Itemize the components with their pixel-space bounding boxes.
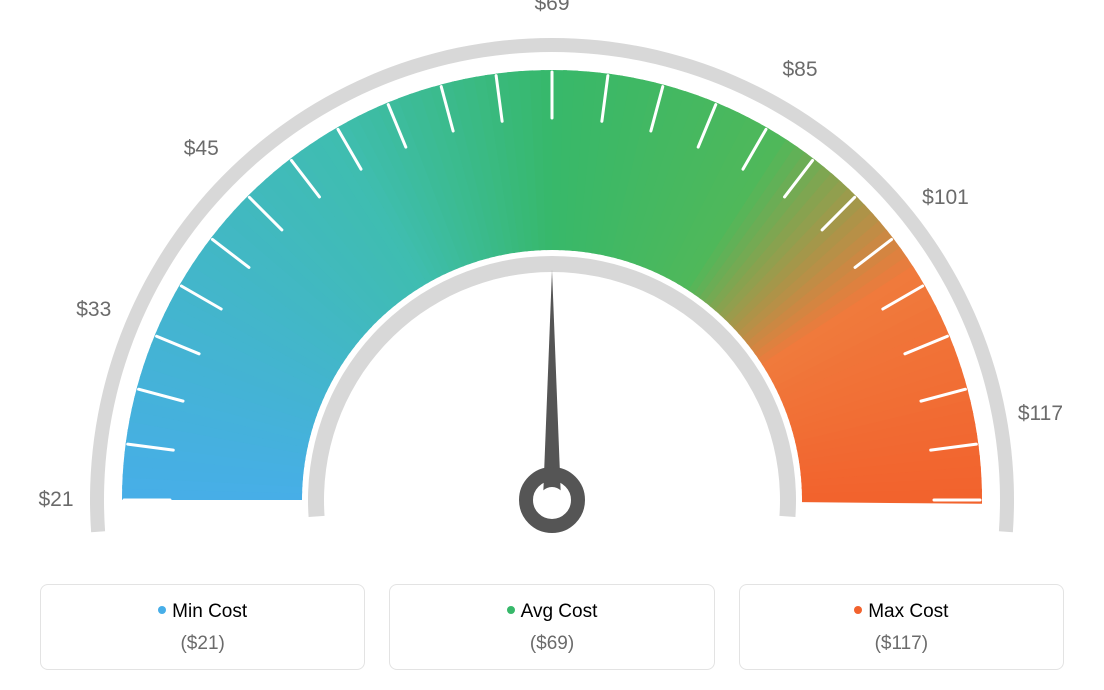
gauge-tick-label: $101 (922, 186, 969, 210)
legend-row: Min Cost ($21) Avg Cost ($69) Max Cost (… (40, 584, 1064, 670)
legend-card-min: Min Cost ($21) (40, 584, 365, 670)
legend-value-min: ($21) (51, 633, 354, 655)
legend-value-max: ($117) (750, 633, 1053, 655)
legend-value-avg: ($69) (400, 633, 703, 655)
gauge-tick-label: $85 (782, 58, 817, 82)
legend-dot-max (854, 606, 862, 614)
gauge-tick-label: $69 (534, 0, 569, 16)
legend-label-avg: Avg Cost (521, 601, 598, 622)
gauge-chart: $21 $33 $45 $69 $85 $101 $117 (0, 0, 1104, 560)
legend-card-max: Max Cost ($117) (739, 584, 1064, 670)
gauge-tick-label: $33 (76, 298, 111, 322)
gauge-tick-label: $21 (38, 488, 73, 512)
gauge-tick-label: $117 (1018, 402, 1063, 426)
legend-dot-min (158, 606, 166, 614)
legend-dot-avg (507, 606, 515, 614)
gauge-tick-label: $45 (184, 137, 219, 161)
legend-title-min: Min Cost (51, 601, 354, 623)
legend-label-max: Max Cost (868, 601, 948, 622)
legend-card-avg: Avg Cost ($69) (389, 584, 714, 670)
cost-gauge-container: $21 $33 $45 $69 $85 $101 $117 Min Cost ($21) A… (0, 0, 1104, 690)
legend-title-max: Max Cost (750, 601, 1053, 623)
legend-title-avg: Avg Cost (400, 601, 703, 623)
legend-label-min: Min Cost (172, 601, 247, 622)
